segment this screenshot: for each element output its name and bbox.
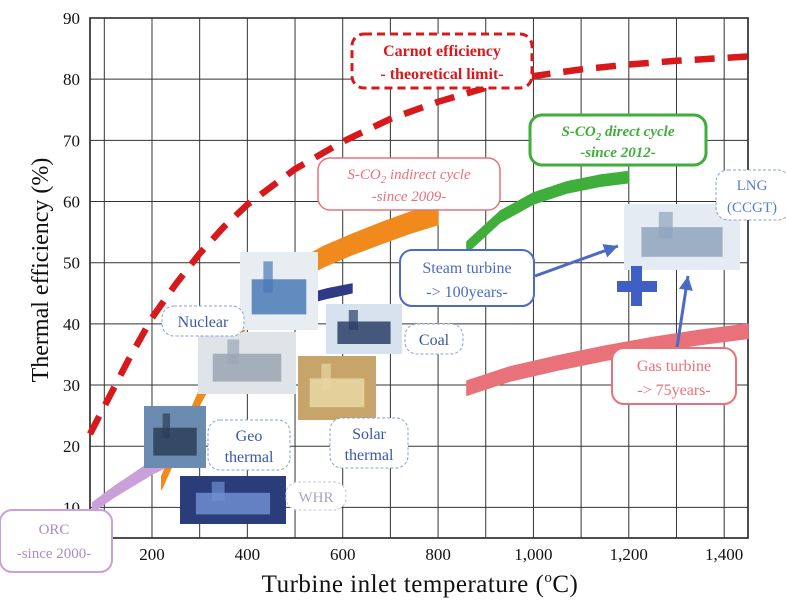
x-axis-label: Turbine inlet temperature (oC) xyxy=(262,570,579,598)
plus-icon xyxy=(631,266,642,306)
nuclear-plant-photo xyxy=(198,332,296,394)
carnot-label-box xyxy=(350,32,534,90)
series-orc-band xyxy=(91,454,165,513)
geothermal-label-line1: Geo xyxy=(236,428,263,445)
sco2-indirect-label-line1: S-CO2 indirect cycle xyxy=(347,167,471,186)
sco2-direct-label-line2: -since 2012- xyxy=(580,145,655,161)
y-tick-label: 40 xyxy=(63,315,80,334)
y-tick-label: 70 xyxy=(63,131,80,150)
orc-label-box xyxy=(0,509,113,573)
gas-label-line1: Gas turbine xyxy=(637,358,711,375)
coal-label: Coal xyxy=(419,332,450,349)
whr-label: WHR xyxy=(299,490,334,506)
lng-label-line1: LNG xyxy=(737,178,768,194)
solar-thermal-photo xyxy=(298,356,376,420)
orc-label-line1: ORC xyxy=(39,522,70,538)
whr-label-box xyxy=(285,481,347,511)
geothermal-photo-tower xyxy=(162,413,171,439)
geothermal-label-box xyxy=(207,419,291,471)
x-tick-label: 400 xyxy=(235,545,261,564)
nuclear-plant-photo-tower xyxy=(227,339,240,365)
x-tick-label: 1,400 xyxy=(705,545,743,564)
geothermal-label-line2: thermal xyxy=(225,449,274,466)
whr-photo-detail xyxy=(195,492,271,515)
y-tick-label: 60 xyxy=(63,193,80,212)
coal-plant-photo-detail xyxy=(337,321,391,344)
coal-plant-photo-tower xyxy=(348,310,358,330)
steam-label-line2: -> 100years- xyxy=(426,284,507,301)
orc-label-line2: -since 2000- xyxy=(17,546,92,562)
coal-label-box xyxy=(404,323,464,355)
x-axis-ticks: 200 400 600 800 1,000 1,200 1,400 xyxy=(139,545,743,564)
solar-label-line2: thermal xyxy=(345,447,394,464)
gas-label-box xyxy=(611,347,737,405)
gas-label-line2: -> 75years- xyxy=(637,382,710,399)
y-tick-label: 50 xyxy=(63,254,80,273)
y-axis-label: Thermal efficiency (%) xyxy=(28,158,54,383)
sco2-indirect-label-line2: -since 2009- xyxy=(372,189,447,205)
lng-label-box xyxy=(715,169,786,221)
steam-label-line1: Steam turbine xyxy=(422,260,511,277)
solar-label-line1: Solar xyxy=(352,426,386,443)
geothermal-photo xyxy=(144,406,206,468)
nuclear-label: Nuclear xyxy=(178,314,229,331)
x-tick-label: 800 xyxy=(425,545,451,564)
x-tick-label: 200 xyxy=(139,545,165,564)
series-sco2_direct-band xyxy=(466,170,630,254)
carnot-label-line1: Carnot efficiency xyxy=(383,43,501,60)
x-tick-label: 1,000 xyxy=(514,545,552,564)
y-tick-label: 90 xyxy=(63,9,80,28)
steam-arrow-icon xyxy=(534,244,619,278)
plant-images xyxy=(144,204,740,524)
x-tick-label: 1,200 xyxy=(610,545,648,564)
carnot-label-line2: - theoretical limit- xyxy=(380,66,503,83)
solar-thermal-photo-detail xyxy=(309,378,365,408)
nuclear-reactor-photo xyxy=(240,252,318,330)
annotation-labels: Carnot efficiency - theoretical limit- S-C… xyxy=(0,32,786,573)
lng-plant-photo-tower xyxy=(658,211,673,239)
sco2-direct-label-line1: S-CO2 direct cycle xyxy=(562,124,675,143)
gas-arrow-icon-head xyxy=(678,276,693,291)
coal-plant-photo xyxy=(326,304,402,354)
solar-label-box xyxy=(329,417,409,469)
solar-thermal-photo-tower xyxy=(321,363,331,390)
y-tick-label: 30 xyxy=(63,376,80,395)
lng-label-line2: (CCGT) xyxy=(727,200,777,216)
nuclear-label-box xyxy=(161,305,245,337)
steam-label-box xyxy=(399,249,535,307)
nuclear-reactor-photo-detail xyxy=(251,279,307,315)
x-tick-label: 600 xyxy=(330,545,356,564)
sco2-direct-label-box xyxy=(528,113,708,167)
y-tick-label: 80 xyxy=(63,70,80,89)
sco2-indirect-label-box xyxy=(317,157,501,211)
whr-photo xyxy=(180,476,286,524)
series-carnot-line xyxy=(87,53,749,436)
nuclear-reactor-photo-tower xyxy=(263,261,273,293)
nuclear-plant-photo-detail xyxy=(212,353,282,382)
y-tick-label: 20 xyxy=(63,437,80,456)
geothermal-photo-detail xyxy=(153,427,197,456)
annotation-arrows xyxy=(534,244,693,355)
steam-arrow-icon-head xyxy=(602,244,618,258)
whr-photo-tower xyxy=(211,481,225,501)
lng-plant-photo-detail xyxy=(641,227,723,257)
